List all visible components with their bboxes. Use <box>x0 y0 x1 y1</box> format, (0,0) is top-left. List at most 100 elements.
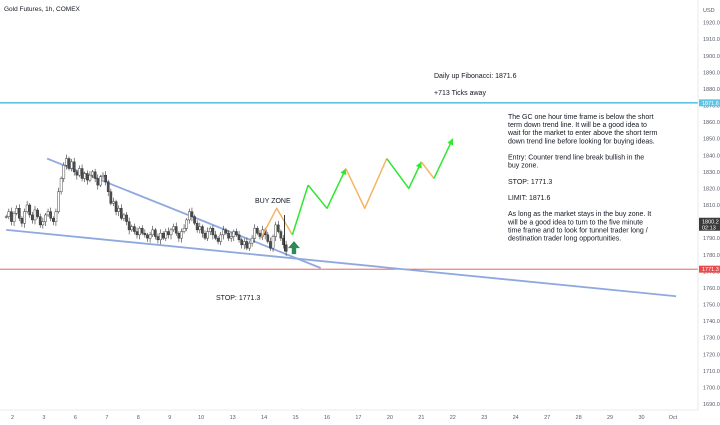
last-price-badge-sublabel: 02:13 <box>702 225 716 231</box>
y-tick-label: 1730.0 <box>703 336 720 342</box>
y-tick-label: 1790.0 <box>703 236 720 242</box>
y-tick-label: 1850.0 <box>703 137 720 143</box>
x-tick-label: 7 <box>105 415 108 421</box>
stop-price-badge-label: 1771.3 <box>702 267 719 273</box>
candle-down <box>284 244 288 252</box>
candle-up <box>117 208 121 212</box>
candle-down <box>106 181 110 192</box>
x-tick-label: 21 <box>418 415 424 421</box>
y-tick-label: 1910.0 <box>703 37 720 43</box>
candle-up <box>248 242 251 249</box>
candle-down <box>72 161 76 173</box>
candle-up <box>88 174 92 181</box>
candle-up <box>172 226 175 231</box>
candle-down <box>125 214 128 222</box>
candle-up <box>130 226 134 231</box>
candle-up <box>101 174 105 178</box>
stop-price-badge-bg <box>699 265 720 273</box>
candle-down <box>237 234 241 241</box>
x-tick-label: 28 <box>576 415 582 421</box>
candle-down <box>135 231 139 236</box>
candle-up <box>25 204 29 212</box>
candle-down <box>211 227 215 236</box>
candle-down <box>96 178 100 186</box>
candle-down <box>266 234 270 242</box>
price-badges: 1871.6 1800.202:13 1771.3 <box>699 99 720 273</box>
candle-up <box>62 164 66 179</box>
candle-down <box>214 234 217 239</box>
time-axis[interactable]: 2 3 6 7 8 9 10 13 14 15 16 17 20 21 22 23 24 27 28 29 30 Oct <box>11 415 678 421</box>
candle-down <box>227 232 230 239</box>
x-tick-label: 30 <box>638 415 644 421</box>
candle-up <box>15 208 18 214</box>
candle-up <box>151 229 155 236</box>
candle-down <box>269 241 272 249</box>
currency-label: USD <box>703 8 715 14</box>
green-path-arrow <box>433 138 454 179</box>
candle-up <box>208 227 212 232</box>
y-tick-label: 1690.0 <box>703 402 720 408</box>
commentary-line: time frame and to look for tunnel trader… <box>508 227 648 234</box>
fib-title-annotation: Daily up Fibonacci: 1871.6 <box>434 73 517 80</box>
y-tick-label: 1900.0 <box>703 54 720 60</box>
candle-up <box>169 229 173 236</box>
candle-down <box>31 214 34 221</box>
candle-up <box>229 236 233 239</box>
symbol-title: Gold Futures, 1h, COMEX <box>4 6 81 13</box>
candle-down <box>195 223 199 231</box>
y-tick-label: 1820.0 <box>703 186 720 192</box>
candle-up <box>122 214 126 219</box>
candle-up <box>222 229 225 236</box>
candle-up <box>188 211 191 221</box>
candle-down <box>104 174 107 183</box>
orange-path-arrow <box>420 161 435 179</box>
candle-up <box>33 209 37 221</box>
candle-up <box>41 221 45 226</box>
fib-price-badge-bg <box>699 99 720 107</box>
candle-up <box>83 173 87 179</box>
candle-up <box>4 216 8 218</box>
candle-down <box>240 239 243 246</box>
y-tick-label: 1840.0 <box>703 153 720 159</box>
fib-price-badge-label: 1871.6 <box>702 101 719 107</box>
candle-up <box>112 201 115 204</box>
candle-down <box>146 234 149 239</box>
candle-down <box>85 173 89 181</box>
candle-down <box>114 201 118 212</box>
x-tick-label: 24 <box>513 415 519 421</box>
x-tick-label: Oct <box>669 415 678 421</box>
candle-down <box>177 232 181 239</box>
candle-down <box>256 227 259 234</box>
candle-up <box>159 232 162 241</box>
lower-trend-line <box>6 228 677 298</box>
commentary-line: destination trader long opportunities. <box>508 236 621 243</box>
candle-up <box>65 158 68 166</box>
candle-down <box>80 168 84 179</box>
candle-up <box>54 211 58 222</box>
orange-path-arrow <box>345 158 388 210</box>
candle-down <box>75 171 79 176</box>
commentary-line: The GC one hour time frame is below the … <box>508 114 654 121</box>
candle-down <box>203 232 207 239</box>
y-tick-label: 1780.0 <box>703 253 720 259</box>
x-tick-label: 14 <box>261 415 267 421</box>
candle-down <box>224 229 228 234</box>
candle-down <box>276 224 280 232</box>
price-axis[interactable]: 1920.0 1910.0 1900.0 1890.0 1880.0 1870.0 1860… <box>703 21 720 408</box>
candle-up <box>70 161 73 169</box>
candle-up <box>138 227 141 236</box>
candle-down <box>67 158 71 169</box>
y-tick-label: 1710.0 <box>703 369 720 375</box>
x-tick-label: 6 <box>74 415 77 421</box>
x-tick-label: 29 <box>607 415 613 421</box>
candle-up <box>59 178 63 192</box>
last-price-badge-bg <box>699 217 720 231</box>
x-tick-label: 13 <box>230 415 236 421</box>
x-tick-label: 27 <box>544 415 550 421</box>
commentary-line: will be a good idea to turn to the five … <box>507 219 643 226</box>
x-tick-label: 9 <box>168 415 171 421</box>
y-tick-label: 1760.0 <box>703 286 720 292</box>
candle-down <box>133 226 136 232</box>
candle-up <box>274 224 277 237</box>
